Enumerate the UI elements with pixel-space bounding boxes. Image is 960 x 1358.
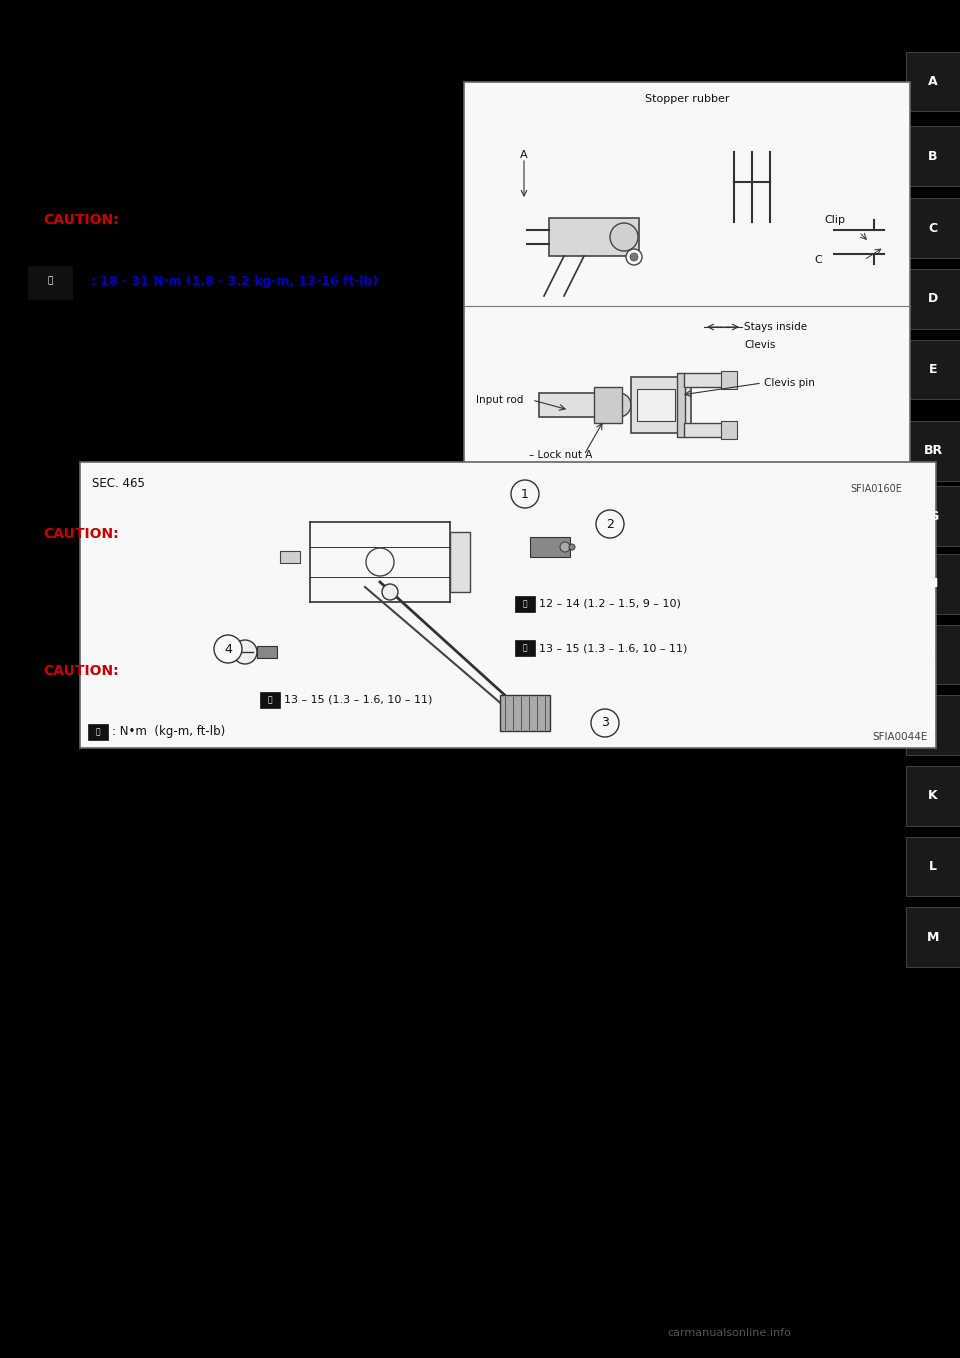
Ellipse shape (596, 511, 624, 538)
FancyBboxPatch shape (906, 907, 960, 967)
FancyBboxPatch shape (721, 421, 737, 439)
FancyBboxPatch shape (515, 640, 535, 656)
Text: J: J (931, 718, 935, 732)
Text: CAUTION:: CAUTION: (43, 213, 119, 227)
Text: I: I (931, 648, 935, 661)
Text: Ⓣ: Ⓣ (268, 695, 273, 705)
Text: M: M (927, 930, 939, 944)
Ellipse shape (626, 249, 642, 265)
FancyBboxPatch shape (450, 532, 470, 592)
Text: K: K (928, 789, 938, 803)
FancyBboxPatch shape (539, 392, 619, 417)
Text: Stopper rubber: Stopper rubber (645, 94, 730, 105)
Ellipse shape (511, 479, 539, 508)
FancyBboxPatch shape (80, 462, 936, 748)
Text: B: B (928, 149, 938, 163)
Text: SFIA0160E: SFIA0160E (851, 483, 902, 494)
Text: D: D (928, 292, 938, 306)
Text: Clevis: Clevis (744, 340, 776, 350)
FancyBboxPatch shape (906, 340, 960, 399)
FancyBboxPatch shape (906, 554, 960, 614)
Text: G: G (928, 509, 938, 523)
Ellipse shape (214, 636, 242, 663)
FancyBboxPatch shape (906, 198, 960, 258)
Text: : N•m  (kg-m, ft-lb): : N•m (kg-m, ft-lb) (112, 725, 226, 739)
FancyBboxPatch shape (721, 371, 737, 388)
Text: 2: 2 (606, 517, 614, 531)
Text: 12 – 14 (1.2 – 1.5, 9 – 10): 12 – 14 (1.2 – 1.5, 9 – 10) (539, 599, 681, 608)
FancyBboxPatch shape (906, 52, 960, 111)
FancyBboxPatch shape (684, 422, 724, 437)
FancyBboxPatch shape (515, 596, 535, 612)
Text: 13 – 15 (1.3 – 1.6, 10 – 11): 13 – 15 (1.3 – 1.6, 10 – 11) (284, 695, 432, 705)
Text: SFIA0044E: SFIA0044E (873, 732, 928, 741)
Ellipse shape (610, 223, 638, 251)
FancyBboxPatch shape (906, 766, 960, 826)
FancyBboxPatch shape (677, 373, 685, 437)
Text: BR: BR (924, 444, 943, 458)
Text: SEC. 465: SEC. 465 (92, 477, 145, 490)
Text: Ⓣ: Ⓣ (47, 277, 53, 285)
Ellipse shape (630, 253, 638, 261)
FancyBboxPatch shape (500, 695, 550, 731)
Text: Clevis pin: Clevis pin (764, 378, 815, 388)
Ellipse shape (560, 542, 570, 551)
Ellipse shape (591, 709, 619, 737)
Ellipse shape (607, 392, 631, 417)
FancyBboxPatch shape (631, 378, 691, 433)
FancyBboxPatch shape (280, 551, 300, 564)
Text: L: L (929, 860, 937, 873)
Text: A: A (520, 149, 528, 160)
FancyBboxPatch shape (906, 486, 960, 546)
FancyBboxPatch shape (906, 269, 960, 329)
Text: – Lock nut A: – Lock nut A (529, 449, 592, 460)
FancyBboxPatch shape (637, 388, 675, 421)
Text: Input rod: Input rod (476, 395, 523, 405)
Text: H: H (928, 577, 938, 591)
Text: 1: 1 (521, 488, 529, 501)
FancyBboxPatch shape (684, 373, 724, 387)
Text: E: E (929, 363, 937, 376)
FancyBboxPatch shape (260, 693, 280, 708)
Text: Stays inside: Stays inside (744, 322, 807, 331)
Text: Ⓣ: Ⓣ (522, 644, 527, 652)
FancyBboxPatch shape (464, 81, 910, 500)
Text: 4: 4 (224, 642, 232, 656)
Text: : 18 - 31 N⋅m (1.8 - 3.2 kg-m, 13-16 ft-lb): : 18 - 31 N⋅m (1.8 - 3.2 kg-m, 13-16 ft-… (91, 274, 378, 288)
Text: Clip: Clip (824, 215, 845, 225)
Text: CAUTION:: CAUTION: (43, 664, 119, 678)
Text: Ⓣ: Ⓣ (96, 728, 100, 736)
FancyBboxPatch shape (906, 625, 960, 684)
FancyBboxPatch shape (594, 387, 622, 422)
Text: 13 – 15 (1.3 – 1.6, 10 – 11): 13 – 15 (1.3 – 1.6, 10 – 11) (539, 642, 687, 653)
Ellipse shape (569, 545, 575, 550)
FancyBboxPatch shape (906, 421, 960, 481)
Text: A: A (928, 75, 938, 88)
Text: C: C (928, 221, 938, 235)
FancyBboxPatch shape (28, 266, 72, 299)
Text: 3: 3 (601, 717, 609, 729)
Text: Ⓣ: Ⓣ (522, 599, 527, 608)
FancyBboxPatch shape (88, 724, 108, 740)
FancyBboxPatch shape (530, 536, 570, 557)
FancyBboxPatch shape (906, 126, 960, 186)
FancyBboxPatch shape (906, 837, 960, 896)
FancyBboxPatch shape (257, 646, 277, 659)
FancyBboxPatch shape (549, 219, 639, 257)
Ellipse shape (233, 640, 257, 664)
Ellipse shape (382, 584, 398, 600)
Text: CAUTION:: CAUTION: (43, 527, 119, 540)
Text: C: C (814, 255, 822, 265)
FancyBboxPatch shape (906, 695, 960, 755)
Text: carmanualsonline.info: carmanualsonline.info (667, 1328, 792, 1338)
Ellipse shape (366, 549, 394, 576)
